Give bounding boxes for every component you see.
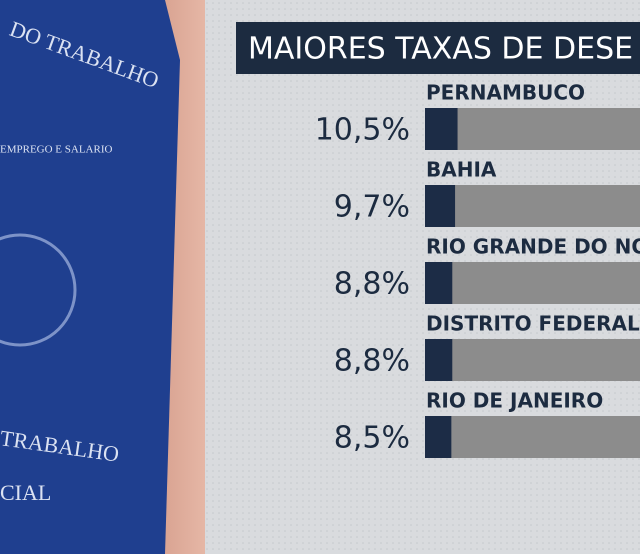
bar-track: [425, 108, 640, 150]
category-label: BAHIA: [426, 158, 497, 182]
bar: [425, 339, 453, 381]
chart-title: MAIORES TAXAS DE DESE: [248, 32, 633, 67]
bar: [425, 185, 456, 227]
value-label: 8,8%: [334, 344, 410, 379]
value-label: 8,5%: [334, 421, 410, 456]
bar: [425, 108, 458, 150]
bar-track: [425, 185, 640, 227]
bar: [425, 262, 453, 304]
category-label: RIO DE JANEIRO: [426, 389, 603, 413]
bar-track: [425, 262, 640, 304]
value-label: 9,7%: [334, 190, 410, 225]
value-label: 8,8%: [334, 267, 410, 302]
bar: [425, 416, 452, 458]
value-label: 10,5%: [315, 113, 410, 148]
bar-track: [425, 416, 640, 458]
category-label: PERNAMBUCO: [426, 81, 585, 105]
photo-text: CIAL: [0, 480, 51, 505]
photo-text: EMPREGO E SALARIO: [0, 144, 113, 156]
category-label: DISTRITO FEDERAL: [426, 312, 640, 336]
bar-track: [425, 339, 640, 381]
category-label: RIO GRANDE DO NO: [426, 235, 640, 259]
coat-of-arms: [0, 233, 77, 347]
work-card: [0, 0, 180, 554]
title-box: [236, 22, 640, 74]
